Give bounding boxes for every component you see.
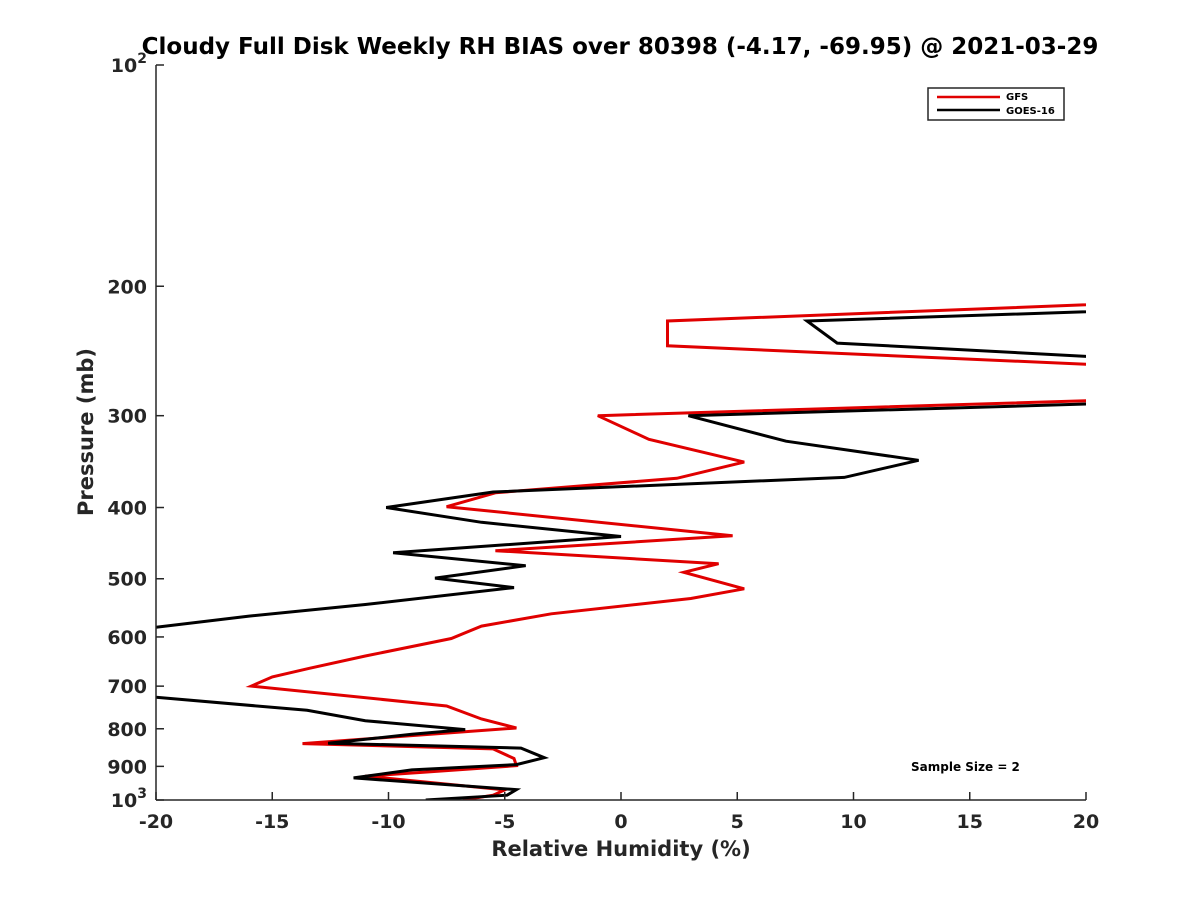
chart-title: Cloudy Full Disk Weekly RH BIAS over 803… <box>142 34 1099 60</box>
x-ticks: -20 -15 -10 -5 0 5 10 15 20 <box>139 792 1099 833</box>
legend-label-goes16: GOES-16 <box>1006 106 1055 117</box>
sample-size-annotation: Sample Size = 2 <box>911 760 1020 774</box>
x-tick-label: -20 <box>139 811 173 833</box>
legend-box <box>927 87 1065 121</box>
y-tick-label: 800 <box>107 719 147 741</box>
x-tick-label: 5 <box>731 811 744 833</box>
legend-label-gfs: GFS <box>1006 92 1028 103</box>
y-tick-label: 600 <box>107 627 147 649</box>
series-line-gfs <box>245 303 1086 800</box>
legend: GFS GOES-16 <box>927 87 1065 121</box>
x-tick-label: 20 <box>1073 811 1099 833</box>
x-axis-label: Relative Humidity (%) <box>491 837 750 861</box>
series-line-goes16 <box>156 310 1086 800</box>
y-tick-label: 500 <box>107 569 147 591</box>
x-tick-label: -15 <box>255 811 289 833</box>
series-layer <box>156 303 1086 800</box>
x-tick-label: 10 <box>840 811 866 833</box>
y-tick-label: 103 <box>111 786 147 812</box>
y-tick-label: 700 <box>107 676 147 698</box>
y-tick-label: 900 <box>107 756 147 778</box>
y-ticks: 102 200 300 400 500 600 700 800 900 103 <box>107 51 164 812</box>
y-tick-label: 102 <box>111 51 147 77</box>
x-tick-label: -5 <box>494 811 515 833</box>
y-tick-label: 400 <box>107 498 147 520</box>
y-tick-label: 200 <box>107 276 147 298</box>
x-tick-label: 15 <box>957 811 983 833</box>
y-tick-label: 300 <box>107 406 147 428</box>
x-tick-label: -10 <box>371 811 405 833</box>
y-axis-label: Pressure (mb) <box>74 348 98 516</box>
x-tick-label: 0 <box>614 811 627 833</box>
